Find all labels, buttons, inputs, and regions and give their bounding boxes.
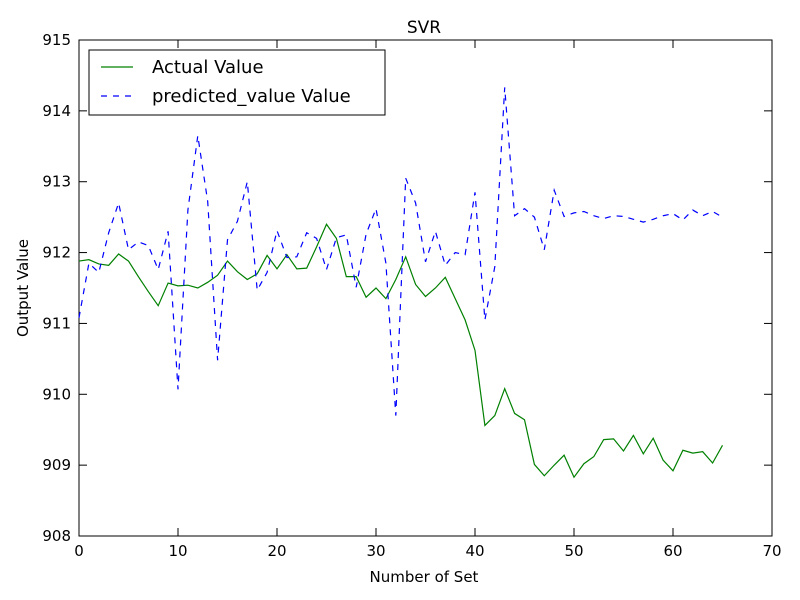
legend-label-actual: Actual Value	[152, 57, 264, 78]
x-tick-label: 0	[74, 542, 84, 560]
y-tick-label: 915	[42, 31, 71, 49]
x-tick-label: 10	[168, 542, 187, 560]
y-axis-label: Output Value	[14, 239, 32, 337]
series-line-1	[78, 87, 723, 416]
plot-frame	[78, 39, 773, 537]
legend-box	[88, 49, 386, 116]
legend-label-predicted: predicted_value Value	[152, 86, 351, 107]
series-line-0	[78, 223, 724, 479]
x-tick-label: 20	[267, 542, 286, 560]
x-tick-label: 30	[366, 542, 385, 560]
x-tick-label: 70	[762, 542, 781, 560]
legend: Actual Value predicted_value Value	[88, 49, 386, 116]
chart-title: SVR	[407, 18, 441, 38]
x-tick-label: 40	[465, 542, 484, 560]
x-tick-label: 50	[564, 542, 583, 560]
x-tick-label: 60	[663, 542, 682, 560]
y-tick-label: 914	[42, 102, 71, 120]
ticks-layer: 0 10 20 30 40 50 60 70 908 909 910 911 912 913 914 915	[42, 31, 781, 560]
y-tick-label: 910	[42, 385, 71, 403]
series-layer	[78, 87, 724, 479]
y-tick-label: 912	[42, 244, 71, 262]
y-tick-label: 913	[42, 173, 71, 191]
y-tick-label: 909	[42, 456, 71, 474]
y-tick-label: 911	[42, 314, 71, 332]
plot-area: 0 10 20 30 40 50 60 70 908 909 910 911 912 913 914 915	[42, 31, 781, 560]
y-tick-label: 908	[42, 527, 71, 545]
x-axis-label: Number of Set	[370, 568, 479, 586]
